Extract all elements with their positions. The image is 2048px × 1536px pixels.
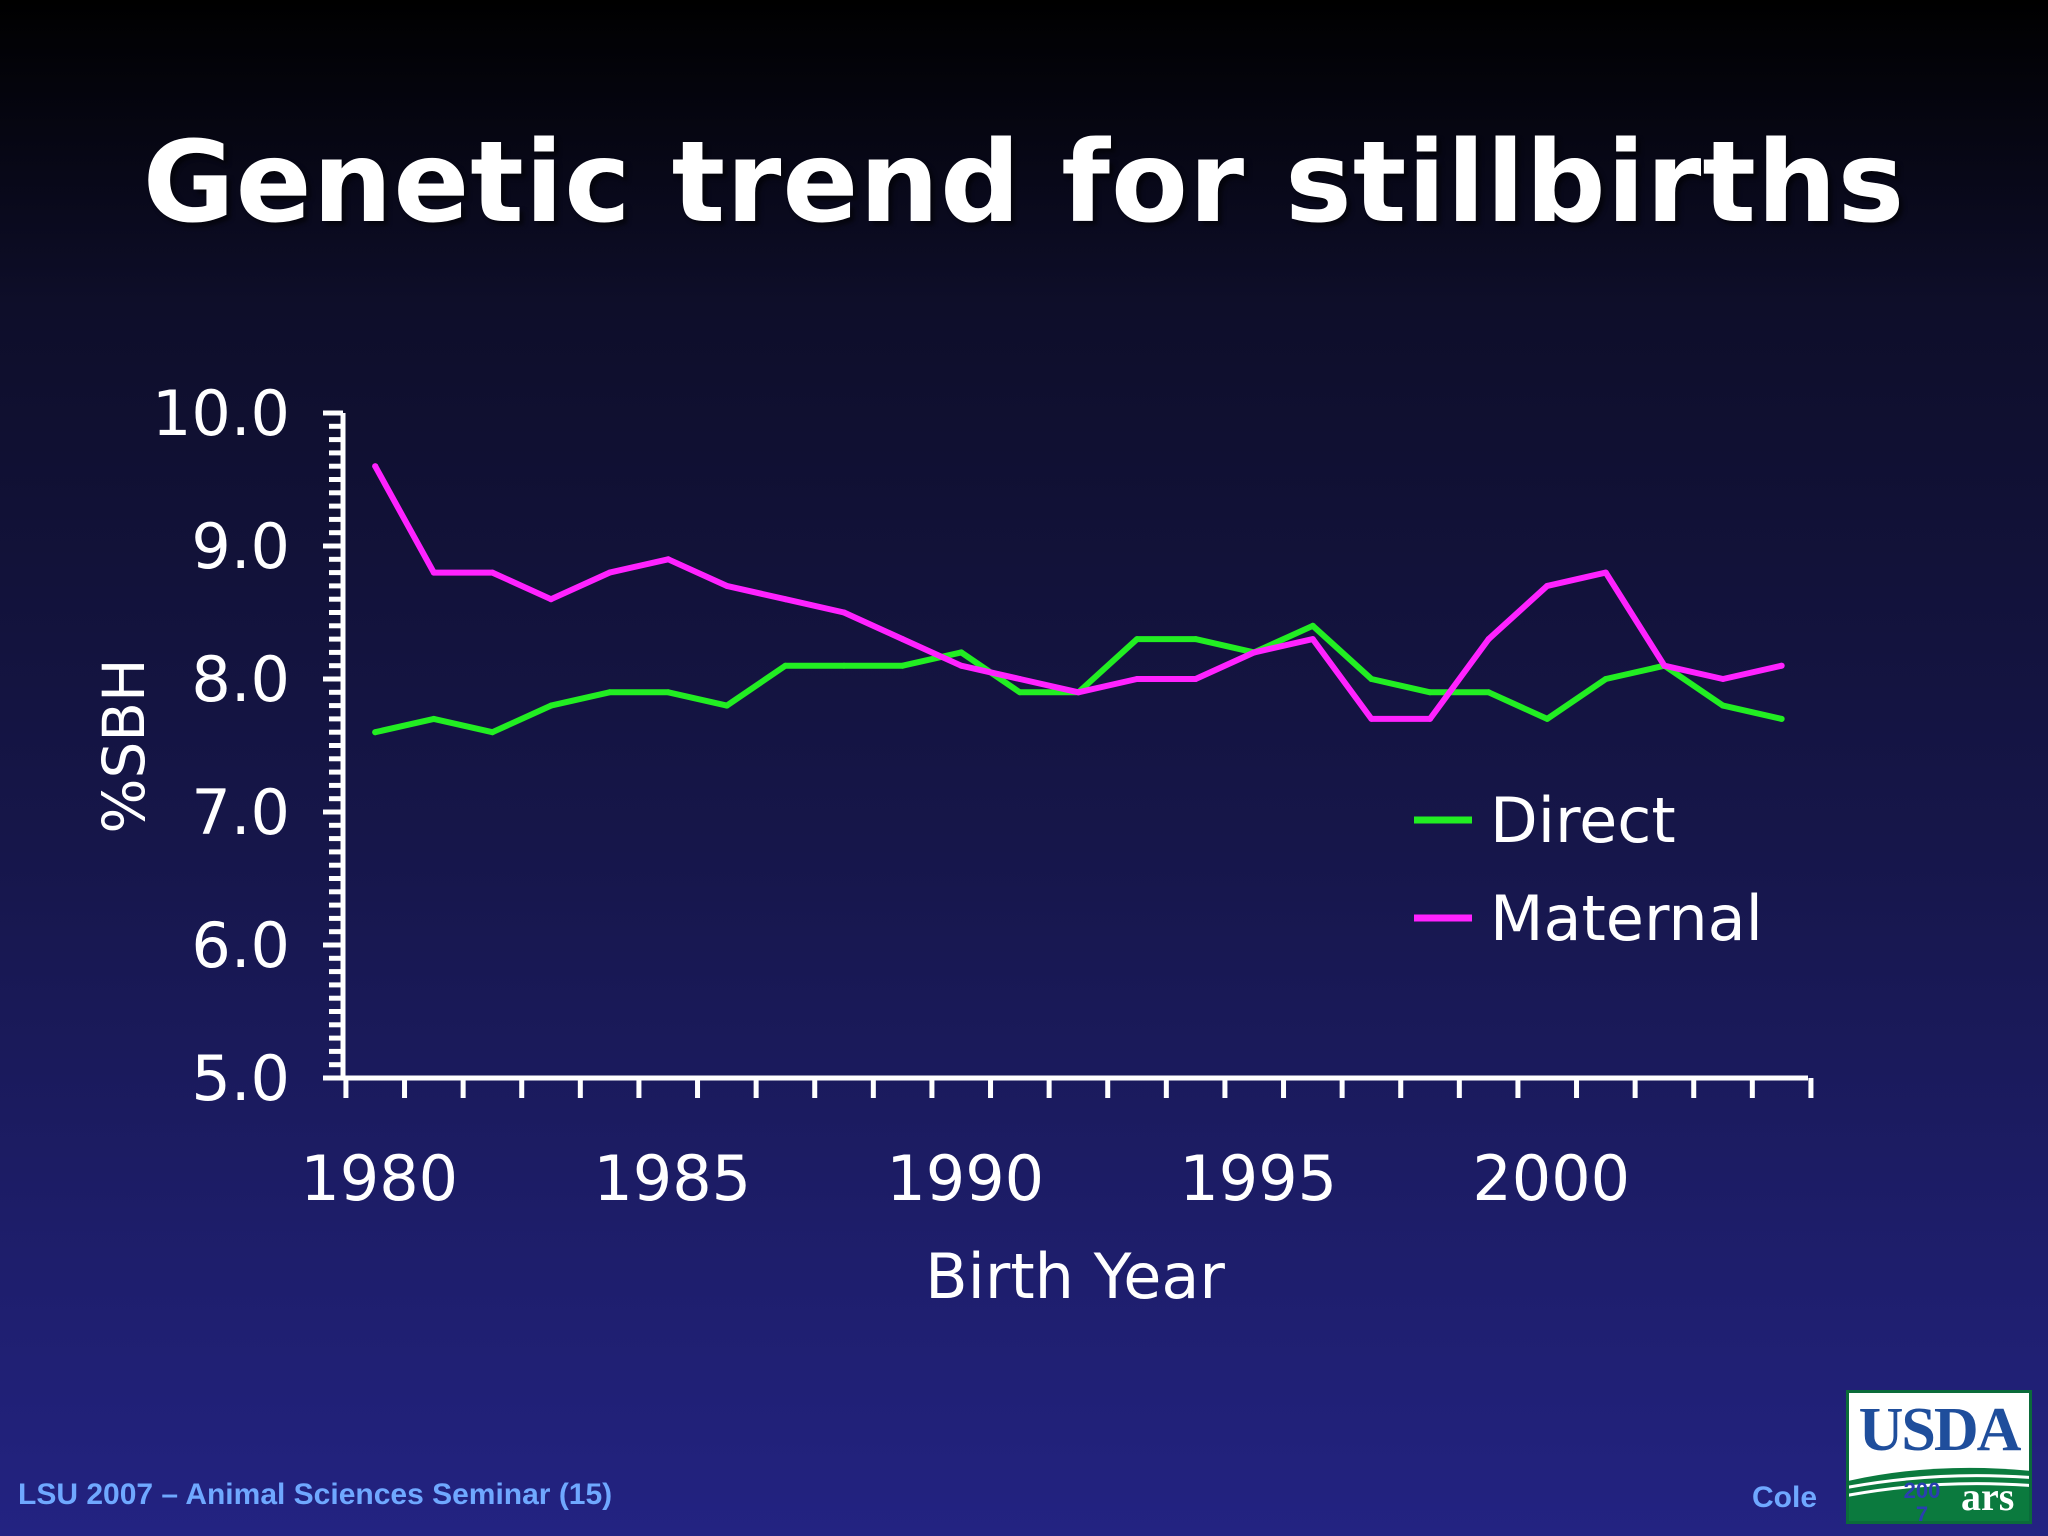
data-point-maternal <box>1778 662 1785 669</box>
data-point-maternal <box>841 609 848 616</box>
data-point-maternal <box>1485 636 1492 643</box>
data-point-direct <box>606 689 613 696</box>
data-point-maternal <box>1251 649 1258 656</box>
data-point-maternal <box>1075 689 1082 696</box>
x-axis-label: Birth Year <box>925 1240 1225 1313</box>
y-tick-label: 8.0 <box>191 643 290 716</box>
data-point-maternal <box>723 582 730 589</box>
chart-axes <box>323 410 1814 1098</box>
legend: Direct Maternal <box>1414 784 1763 955</box>
y-tick-label: 6.0 <box>191 909 290 982</box>
y-tick-label: 10.0 <box>152 377 290 450</box>
data-point-maternal <box>372 463 379 470</box>
data-point-maternal <box>1602 569 1609 576</box>
x-tick-label: 1985 <box>593 1142 751 1215</box>
data-point-maternal <box>1368 715 1375 722</box>
data-point-direct <box>1602 676 1609 682</box>
data-point-maternal <box>958 662 965 669</box>
data-point-direct <box>430 715 437 722</box>
data-point-direct <box>958 649 965 656</box>
data-point-maternal <box>430 569 437 576</box>
x-tick-labels: 1980 1985 1990 1995 2000 <box>300 1142 1630 1215</box>
data-point-maternal <box>489 569 496 576</box>
data-point-maternal <box>548 596 555 603</box>
y-tick-label: 7.0 <box>191 776 290 849</box>
usda-logo-text: USDA <box>1858 1396 2022 1464</box>
legend-label-direct: Direct <box>1490 784 1676 857</box>
data-point-direct <box>1309 622 1316 629</box>
usda-logo: USDA 2007 ars <box>1846 1390 2032 1524</box>
series-lines <box>372 463 1785 736</box>
data-point-direct <box>899 662 906 669</box>
data-point-direct <box>372 729 379 736</box>
data-point-maternal <box>1661 662 1668 669</box>
data-point-direct <box>548 702 555 709</box>
y-axis-label: %SBH <box>90 658 158 833</box>
data-point-direct <box>723 702 730 709</box>
data-point-maternal <box>606 569 613 576</box>
data-point-direct <box>782 662 789 669</box>
x-tick-label: 1980 <box>300 1142 458 1215</box>
y-tick-label: 9.0 <box>191 510 290 583</box>
data-point-direct <box>1544 715 1551 722</box>
data-point-direct <box>841 662 848 669</box>
data-point-maternal <box>1134 676 1141 682</box>
data-point-direct <box>1778 715 1785 722</box>
data-point-direct <box>1427 689 1434 696</box>
series-line-maternal <box>372 463 1785 722</box>
data-point-maternal <box>1720 676 1727 682</box>
x-tick-label: 1995 <box>1179 1142 1337 1215</box>
data-point-direct <box>1016 689 1023 696</box>
data-point-direct <box>1485 689 1492 696</box>
data-point-maternal <box>665 556 672 563</box>
footer-author: Cole <box>1752 1481 1818 1514</box>
data-point-maternal <box>1192 676 1199 682</box>
logo-year: 2007 <box>1903 1478 1941 1524</box>
ars-logo-mark: ars <box>1961 1474 2015 1519</box>
data-point-direct <box>665 689 672 696</box>
data-point-direct <box>489 729 496 736</box>
data-point-direct <box>1134 636 1141 643</box>
data-point-maternal <box>1016 676 1023 682</box>
x-tick-label: 1990 <box>886 1142 1044 1215</box>
y-tick-label: 5.0 <box>191 1042 290 1115</box>
y-tick-labels: 5.0 6.0 7.0 8.0 9.0 10.0 <box>152 377 290 1115</box>
usda-logo-swoosh <box>1849 1467 2029 1521</box>
data-point-maternal <box>1427 715 1434 722</box>
data-point-direct <box>1192 636 1199 643</box>
data-point-direct <box>1720 702 1727 709</box>
data-point-maternal <box>899 636 906 643</box>
legend-label-maternal: Maternal <box>1490 882 1763 955</box>
x-tick-label: 2000 <box>1472 1142 1630 1215</box>
data-point-direct <box>1368 676 1375 682</box>
data-point-maternal <box>1309 636 1316 643</box>
series-line-direct <box>372 622 1785 736</box>
footer-presentation-label: LSU 2007 – Animal Sciences Seminar (15) <box>18 1478 613 1511</box>
slide-title: Genetic trend for stillbirths <box>142 118 1906 248</box>
data-point-maternal <box>782 596 789 603</box>
data-point-maternal <box>1544 582 1551 589</box>
